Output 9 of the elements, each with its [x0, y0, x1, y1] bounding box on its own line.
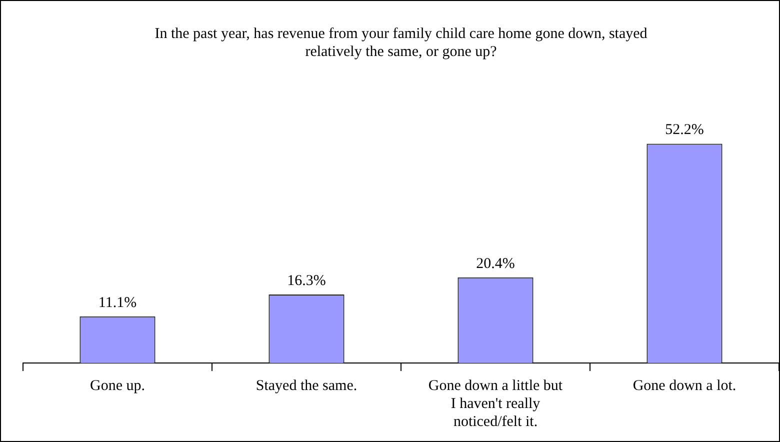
x-tick-label: Gone down a little but I haven't really noticed/felt it. — [428, 378, 564, 430]
chart-title: In the past year, has revenue from your family child care home gone down, stayed relatively the same, or gone up? — [154, 26, 648, 60]
x-tick-label: Gone up. — [90, 378, 145, 394]
data-label: 20.4% — [476, 256, 515, 272]
data-label: 16.3% — [287, 272, 326, 289]
x-tick-label: Gone down a lot. — [632, 378, 736, 394]
data-label: 52.2% — [665, 122, 704, 138]
x-tick-label: Stayed the same. — [256, 378, 358, 394]
data-label: 11.1% — [98, 294, 137, 311]
